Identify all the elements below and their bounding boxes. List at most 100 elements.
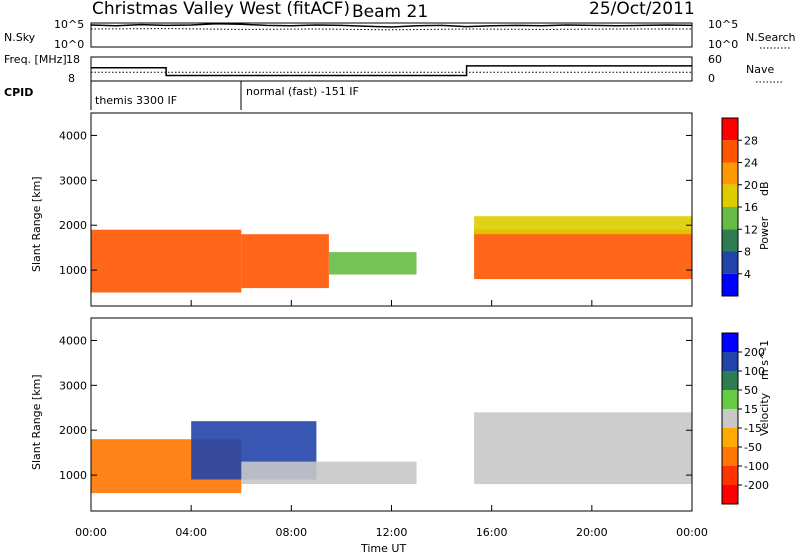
colorbar-tick-label: 50: [744, 384, 758, 397]
frequency-ylabel: Freq. [MHz]: [4, 53, 67, 66]
colorbar-segment: [722, 118, 738, 141]
velocity-xlabel: Time UT: [360, 542, 406, 554]
velocity-x-axis: 00:00 04:00 08:00 12:00 16:00 20:00 00:00: [75, 505, 708, 539]
x-tick-label: 08:00: [275, 526, 307, 539]
colorbar-segment: [722, 229, 738, 252]
colorbar-frame: [721, 332, 739, 505]
x-tick-label: 16:00: [476, 526, 508, 539]
colorbar-segment: [722, 428, 738, 447]
colorbar-tick-label: 28: [744, 134, 758, 147]
echo-region: [474, 216, 692, 235]
nave-rtick-top: 60: [708, 53, 722, 66]
noise-rtick-top: 10^5: [708, 18, 738, 31]
colorbar-tick-label: 20: [744, 179, 758, 192]
velocity-ylabel: Slant Range [km]: [30, 374, 43, 470]
colorbar-segment: [722, 390, 738, 409]
echo-region: [241, 461, 417, 484]
colorbar-tick-label: 15: [744, 403, 758, 416]
noise-series: [90, 23, 693, 31]
x-tick-label: 04:00: [175, 526, 207, 539]
x-tick-label: 00:00: [75, 526, 107, 539]
frequency-ytick-bottom: 8: [68, 72, 75, 85]
frequency-panel-frame: [90, 56, 693, 82]
colorbar-segment: [722, 466, 738, 485]
noise-rtick-bottom: 10^0: [708, 38, 738, 51]
colorbar-segment: [722, 162, 738, 185]
colorbar-segment: [722, 371, 738, 390]
frequency-series: [91, 65, 692, 77]
colorbar-tick-label: -100: [744, 460, 769, 473]
noise-search-label: N.Search: [746, 31, 796, 44]
echo-region: [241, 234, 329, 289]
power-y-axis: 1000 2000 3000 4000: [59, 129, 692, 277]
colorbar-tick-label: 100: [744, 365, 765, 378]
colorbar-tick-label: 4: [744, 268, 751, 281]
echo-region: [474, 412, 692, 485]
x-tick-label: 12:00: [376, 526, 408, 539]
colorbar-tick-label: -50: [744, 441, 762, 454]
velocity-colorbar: 200 100 50 15 -15 -50 -100 -200: [721, 332, 769, 505]
power-colorbar-title: Power: [758, 216, 771, 250]
colorbar-segment: [722, 333, 738, 352]
noise-series-line: [90, 23, 693, 28]
echo-region: [91, 229, 242, 293]
cpid-strip: CPID themis 3300 IF normal (fast) -151 I…: [4, 81, 359, 110]
power-colorbar-unit: dB: [758, 181, 771, 196]
echo-region: [474, 229, 692, 280]
colorbar-segment: [722, 273, 738, 297]
plot-title: Christmas Valley West (fitACF): [92, 0, 350, 19]
colorbar-tick-label: 200: [744, 346, 765, 359]
frequency-line: [91, 65, 692, 77]
noise-ylabel: N.Sky: [4, 31, 36, 44]
x-tick-label: 20:00: [576, 526, 608, 539]
noise-series-line: [90, 28, 692, 31]
colorbar-tick-label: -15: [744, 422, 762, 435]
colorbar-segment: [722, 447, 738, 466]
noise-ytick-bottom: 10^0: [54, 38, 84, 51]
nave-label: Nave: [746, 63, 774, 76]
power-panel: 1000 2000 3000 4000 Slant Range [km] 4 8 12 16…: [30, 112, 771, 307]
frequency-ytick-top: 18: [66, 53, 80, 66]
colorbar-tick-label: -200: [744, 479, 769, 492]
velocity-panel: 1000 2000 3000 4000 00:00 04:00 08:00 12:00 16:…: [30, 317, 771, 554]
colorbar-segment: [722, 352, 738, 371]
velocity-y-axis: 1000 2000 3000 4000: [59, 334, 692, 482]
colorbar-segment: [722, 184, 738, 208]
cpid-segment-1: themis 3300 IF: [95, 94, 177, 107]
echo-region: [328, 252, 417, 275]
noise-panel-frame: [90, 22, 693, 48]
y-tick-label: 2000: [59, 424, 87, 437]
cpid-label: CPID: [4, 86, 33, 99]
velocity-colorbar-unit: m s^-1: [758, 340, 771, 380]
velocity-echo-regions: [91, 412, 692, 494]
y-tick-label: 1000: [59, 469, 87, 482]
power-echo-regions: [91, 216, 692, 293]
colorbar-tick-label: 16: [744, 201, 758, 214]
beam-label: Beam 21: [352, 2, 428, 22]
colorbar-segment: [722, 140, 738, 163]
colorbar-segment: [722, 207, 738, 230]
y-tick-label: 2000: [59, 219, 87, 232]
y-tick-label: 4000: [59, 334, 87, 347]
noise-panel: N.Sky 10^5 10^0 10^5 10^0 N.Search: [4, 18, 796, 51]
colorbar-segment: [722, 485, 738, 504]
power-ylabel: Slant Range [km]: [30, 176, 43, 272]
y-tick-label: 3000: [59, 379, 87, 392]
noise-ytick-top: 10^5: [54, 18, 84, 31]
cpid-segment-2: normal (fast) -151 IF: [246, 85, 359, 98]
velocity-colorbar-title: Velocity: [758, 392, 771, 436]
colorbar-tick-label: 24: [744, 157, 758, 170]
y-tick-label: 4000: [59, 129, 87, 142]
date-label: 25/Oct/2011: [589, 0, 695, 19]
colorbar-tick-label: 12: [744, 223, 758, 236]
power-x-ticks: [90, 300, 693, 306]
nave-rtick-bottom: 0: [708, 72, 715, 85]
y-tick-label: 1000: [59, 264, 87, 277]
colorbar-tick-label: 8: [744, 246, 751, 259]
x-tick-label: 00:00: [676, 526, 708, 539]
frequency-panel: Freq. [MHz] 18 8 60 0 Nave: [4, 53, 784, 85]
power-colorbar: 4 8 12 16 20 24 28: [721, 117, 758, 297]
colorbar-segment: [722, 409, 738, 428]
y-tick-label: 3000: [59, 174, 87, 187]
